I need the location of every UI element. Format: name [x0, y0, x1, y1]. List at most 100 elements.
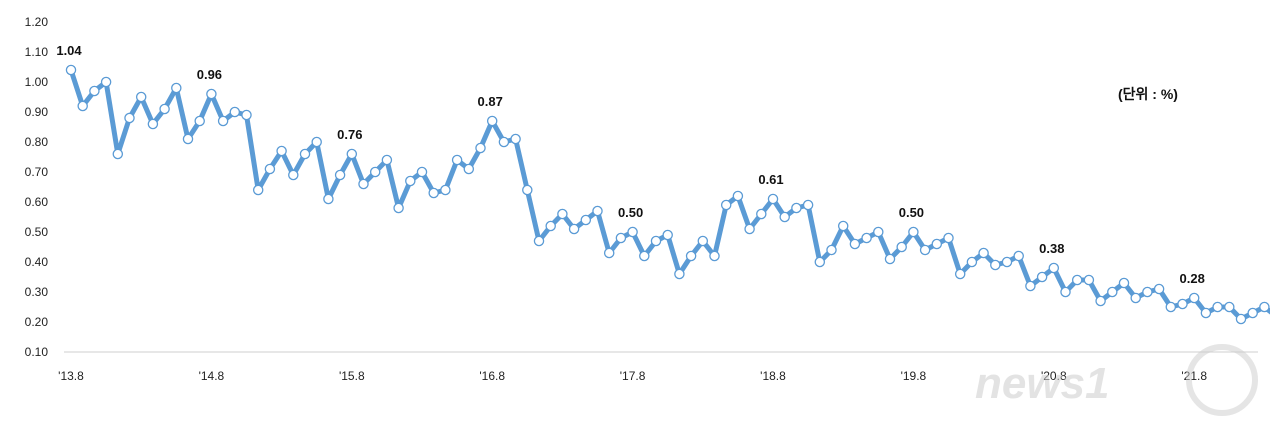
data-point — [533, 235, 545, 247]
data-point — [1118, 277, 1130, 289]
data-point — [884, 253, 896, 265]
data-point — [966, 256, 978, 268]
data-point — [334, 169, 346, 181]
y-tick-label: 1.20 — [25, 15, 49, 29]
y-tick-label: 0.60 — [25, 195, 49, 209]
data-point — [1048, 262, 1060, 274]
news1-watermark-logo: news1 — [975, 344, 1258, 416]
data-label: 0.61 — [758, 172, 783, 187]
data-point — [241, 109, 252, 121]
data-point — [931, 238, 943, 250]
data-point — [849, 238, 861, 250]
data-point — [1083, 274, 1095, 286]
data-point — [194, 115, 205, 127]
x-tick-label: '20.8 — [1041, 369, 1067, 383]
x-tick-label: '13.8 — [58, 369, 84, 383]
data-label: 0.96 — [197, 67, 222, 82]
data-point — [498, 136, 510, 148]
data-point — [276, 145, 287, 157]
data-point — [159, 103, 170, 115]
data-point — [346, 148, 358, 160]
data-point — [77, 100, 88, 112]
x-tick-label: '16.8 — [479, 369, 505, 383]
data-point — [264, 163, 276, 175]
data-point — [1130, 292, 1141, 304]
x-tick-label: '21.8 — [1181, 369, 1207, 383]
y-tick-label: 0.40 — [25, 255, 49, 269]
data-point — [1259, 301, 1270, 313]
data-point — [451, 154, 463, 166]
x-axis-tick-labels: '13.8 '14.8 '15.8 '16.8 '17.8 '18.8 '19.8 '20.8… — [58, 369, 1207, 383]
data-point — [1107, 286, 1118, 298]
data-labels: 1.040.960.760.870.500.610.500.380.280.24… — [56, 43, 1205, 286]
data-point — [323, 193, 334, 205]
y-tick-label: 0.70 — [25, 165, 49, 179]
data-point — [171, 82, 182, 94]
data-point — [1036, 271, 1048, 283]
data-point — [1060, 286, 1071, 298]
data-point — [416, 166, 428, 178]
unit-label: (단위 : %) — [1118, 86, 1178, 102]
data-point — [990, 259, 1001, 271]
x-tick-label: '15.8 — [339, 369, 365, 383]
data-point — [428, 187, 439, 199]
data-label: 1.04 — [56, 43, 82, 58]
data-point — [1224, 301, 1235, 313]
data-point — [791, 202, 802, 214]
data-point — [1177, 298, 1188, 310]
data-point — [229, 106, 241, 118]
data-point — [732, 190, 744, 202]
y-tick-label: 0.20 — [25, 315, 49, 329]
data-point — [685, 250, 697, 262]
data-point — [814, 256, 826, 268]
data-label: 0.87 — [478, 94, 503, 109]
data-point — [358, 178, 369, 190]
data-point — [568, 223, 580, 235]
data-point — [206, 88, 217, 100]
data-label: 0.50 — [618, 205, 643, 220]
data-point — [674, 268, 685, 280]
data-point — [837, 220, 849, 232]
y-axis-tick-labels: 0.10 0.20 0.30 0.40 0.50 0.60 0.70 0.80 0.90 1.00… — [25, 15, 49, 359]
data-point — [135, 91, 147, 103]
data-point — [369, 166, 381, 178]
x-tick-label: '18.8 — [760, 369, 786, 383]
data-point — [1095, 295, 1106, 307]
y-tick-label: 1.00 — [25, 75, 49, 89]
data-point — [1247, 307, 1258, 319]
data-point — [252, 184, 264, 196]
data-point — [1025, 280, 1036, 292]
data-point — [919, 244, 931, 256]
data-point — [522, 184, 533, 196]
data-point — [89, 85, 100, 97]
data-point — [112, 148, 124, 160]
data-point — [615, 232, 627, 244]
watermark-text: news1 — [975, 359, 1110, 408]
data-label: 0.28 — [1180, 271, 1205, 286]
data-point — [217, 115, 229, 127]
data-point — [486, 115, 498, 127]
data-point — [311, 136, 322, 148]
data-point — [978, 247, 989, 259]
data-point — [510, 133, 521, 145]
data-point — [440, 184, 451, 196]
data-point — [557, 208, 568, 220]
y-tick-label: 0.10 — [25, 345, 49, 359]
data-point — [393, 202, 404, 214]
y-tick-label: 0.30 — [25, 285, 49, 299]
data-point — [1142, 286, 1153, 298]
data-point — [1188, 292, 1200, 304]
x-tick-label: '14.8 — [199, 369, 225, 383]
data-point — [475, 142, 486, 154]
data-point — [124, 112, 135, 124]
data-point — [627, 226, 638, 238]
data-point — [896, 241, 907, 253]
data-label: 0.38 — [1039, 241, 1064, 256]
data-point — [756, 208, 767, 220]
data-point — [299, 148, 311, 160]
data-point — [650, 235, 662, 247]
data-point — [545, 220, 556, 232]
data-point — [861, 232, 872, 244]
data-point — [1235, 313, 1247, 325]
data-point — [697, 235, 709, 247]
